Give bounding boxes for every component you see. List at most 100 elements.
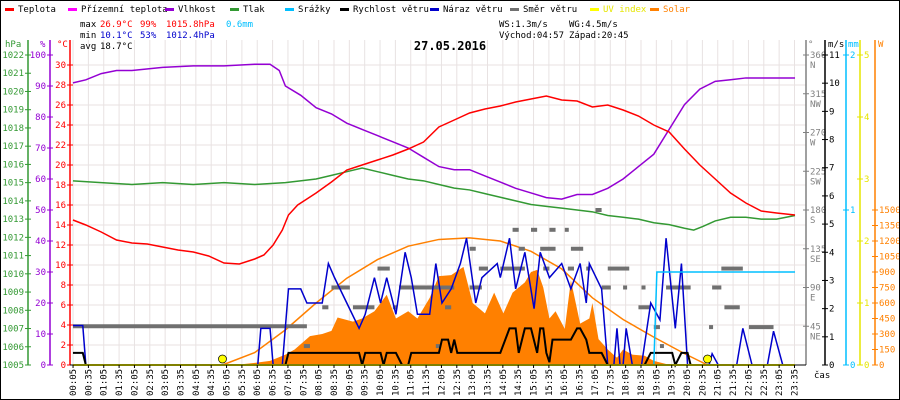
pressure-axis-tick-label: 1017 bbox=[2, 142, 24, 152]
legend-label: Směr větru bbox=[523, 5, 577, 15]
sunset: Západ:20:45 bbox=[569, 31, 629, 41]
x-tick-label: 23:35 bbox=[790, 369, 800, 396]
rain-axis-tick-label: 2 bbox=[850, 51, 855, 61]
wind-axis-tick-label: 1 bbox=[829, 333, 834, 343]
wind-axis-tick-label: 0 bbox=[829, 361, 834, 371]
pressure-axis-tick-label: 1006 bbox=[2, 343, 24, 353]
pressure-line bbox=[72, 167, 796, 231]
uv-axis-tick-label: 1 bbox=[864, 299, 869, 309]
x-tick-label: 17:05 bbox=[591, 369, 601, 396]
x-tick-label: 05:05 bbox=[223, 369, 233, 396]
wind-direction-mark bbox=[478, 266, 489, 271]
legend-swatch bbox=[510, 8, 519, 11]
wind-axis-tick-label: 3 bbox=[829, 276, 834, 286]
legend-label: Teplota bbox=[18, 5, 56, 15]
x-tick-label: 06:05 bbox=[253, 369, 263, 396]
temperature-axis-tick-label: 6 bbox=[61, 301, 66, 311]
max-pressure: 1015.8hPa bbox=[166, 20, 215, 30]
pressure-axis-tick-label: 1008 bbox=[2, 306, 24, 316]
axis-unit-label: ° bbox=[808, 40, 813, 50]
wind-direction-mark bbox=[518, 246, 525, 251]
wind-direction-mark bbox=[331, 285, 350, 290]
wind-direction-mark bbox=[445, 305, 452, 310]
wind-axis-tick-label: 7 bbox=[829, 164, 834, 174]
temperature-axis-tick-label: 30 bbox=[55, 61, 66, 71]
uv-axis-tick-label: 0 bbox=[864, 361, 869, 371]
wind-direction-mark bbox=[595, 208, 602, 212]
x-tick-label: 09:35 bbox=[361, 369, 371, 396]
min-label: min bbox=[80, 31, 96, 41]
wind-direction-mark bbox=[666, 285, 691, 290]
x-tick-label: 12:35 bbox=[453, 369, 463, 396]
min-temp: 10.1°C bbox=[100, 31, 133, 41]
x-tick-label: 13:05 bbox=[468, 369, 478, 396]
wind-direction-mark bbox=[377, 266, 390, 271]
legend-label: Tlak bbox=[243, 5, 265, 15]
x-tick-label: 21:05 bbox=[714, 369, 724, 396]
wind-axis-tick-label: 5 bbox=[829, 220, 834, 230]
temperature-axis-tick-label: 20 bbox=[55, 161, 66, 171]
wind-direction-mark bbox=[512, 227, 519, 232]
wind-direction-mark bbox=[469, 246, 476, 251]
max-label: max bbox=[80, 20, 97, 30]
direction-axis-tick-label: 180 bbox=[810, 206, 826, 216]
x-tick-label: 18:05 bbox=[622, 369, 632, 396]
wind-axis-tick-label: 11 bbox=[829, 51, 840, 61]
x-tick-label: 03:05 bbox=[161, 369, 171, 396]
x-tick-label: 02:35 bbox=[146, 369, 156, 396]
legend-label: Náraz větru bbox=[443, 5, 503, 15]
legend-label: Solar bbox=[663, 5, 691, 15]
wind-direction-mark bbox=[724, 305, 740, 310]
pressure-axis-tick-label: 1018 bbox=[2, 124, 24, 134]
sunrise: Východ:04:57 bbox=[499, 31, 564, 41]
x-tick-label: 14:05 bbox=[499, 369, 509, 396]
x-tick-label: 01:05 bbox=[100, 369, 110, 396]
legend-swatch bbox=[5, 8, 14, 11]
solar-axis-tick-label: 1200 bbox=[879, 237, 900, 247]
wind-direction-mark bbox=[540, 246, 556, 251]
solar-axis-tick-label: 1500 bbox=[879, 206, 900, 216]
x-tick-label: 20:05 bbox=[683, 369, 693, 396]
solar-axis-tick-label: 0 bbox=[879, 361, 884, 371]
wind-direction-mark bbox=[469, 285, 482, 290]
legend: Teplota Přízemní teplota Vlhkost Tlak Srážky… bbox=[5, 5, 691, 15]
humidity-axis-tick-label: 40 bbox=[35, 237, 46, 247]
x-tick-label: 14:35 bbox=[514, 369, 524, 396]
x-tick-label: 21:35 bbox=[729, 369, 739, 396]
direction-axis-tick-label: 270 bbox=[810, 129, 826, 139]
max-temp: 26.9°C bbox=[100, 20, 133, 30]
direction-axis-tick-sublabel: N bbox=[810, 61, 815, 71]
x-tick-label: 22:05 bbox=[744, 369, 754, 396]
solar-area bbox=[224, 266, 673, 365]
pressure-axis-tick-label: 1011 bbox=[2, 252, 24, 262]
x-tick-label: 19:05 bbox=[652, 369, 662, 396]
temperature-axis-tick-label: 14 bbox=[55, 221, 66, 231]
x-tick-label: 04:35 bbox=[207, 369, 217, 396]
wind-direction-mark bbox=[659, 344, 664, 349]
pressure-axis-tick-label: 1022 bbox=[2, 51, 24, 61]
wind-direction-mark bbox=[549, 227, 556, 232]
pressure-axis-tick-label: 1019 bbox=[2, 106, 24, 116]
legend-swatch bbox=[165, 8, 174, 11]
humidity-axis-tick-label: 80 bbox=[35, 113, 46, 123]
x-tick-label: 01:35 bbox=[115, 369, 125, 396]
direction-axis-tick-sublabel: NW bbox=[810, 100, 821, 110]
humidity-axis-tick-label: 10 bbox=[35, 330, 46, 340]
wind-direction-mark bbox=[567, 266, 574, 271]
x-tick-label: 08:05 bbox=[315, 369, 325, 396]
humidity-axis-tick-label: 100 bbox=[30, 51, 46, 61]
wind-direction-mark bbox=[352, 305, 375, 310]
wind-axis-tick-label: 2 bbox=[829, 305, 834, 315]
temperature-axis-tick-label: 26 bbox=[55, 101, 66, 111]
rain-total: 0.6mm bbox=[226, 20, 253, 30]
legend-swatch bbox=[650, 8, 659, 11]
solar-axis-tick-label: 900 bbox=[879, 268, 895, 278]
humidity-axis-tick-label: 30 bbox=[35, 268, 46, 278]
uv-axis-tick-label: 5 bbox=[864, 51, 869, 61]
wind-direction-mark bbox=[641, 285, 646, 290]
wind-direction-mark bbox=[607, 266, 630, 271]
avg-temp: 18.7°C bbox=[100, 42, 133, 52]
wind-direction-mark bbox=[398, 285, 455, 290]
legend-swatch bbox=[590, 8, 599, 11]
x-tick-label: 08:35 bbox=[330, 369, 340, 396]
